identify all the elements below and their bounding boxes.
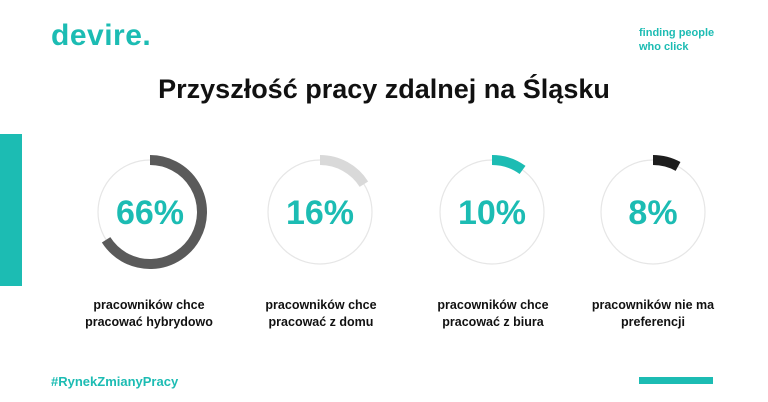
caption-office: pracowników chce pracować z biura [437,298,549,329]
donut-value-label-home: 16% [286,194,354,232]
donut-value-label-office: 10% [458,194,526,232]
donut-charts: 66% 16% 10% 8% [97,155,706,269]
donut-value-label-no-preference: 8% [628,194,677,232]
devire-logo: devire. [51,19,152,52]
caption-no-preference: pracowników nie ma preferencji [591,298,715,329]
tagline-line-1: finding people [639,27,715,39]
accent-line-bottom [639,377,713,384]
caption-home: pracowników chce pracować z domu [265,298,377,329]
donut-arc-home [319,155,369,188]
tagline: finding people who click [639,26,714,54]
donut-value-label-hybrid: 66% [116,194,184,232]
tagline-line-2: who click [639,41,689,53]
donut-arc-office [491,155,526,175]
donut-arc-no-preference [652,155,681,171]
page-title: Przyszłość pracy zdalnej na Śląsku [158,74,610,104]
caption-hybrid: pracowników chce pracować hybrydowo [85,298,213,329]
donut-arc-hybrid [101,155,207,269]
hashtag: #RynekZmianyPracy [51,374,179,389]
accent-bar-left [0,134,22,286]
